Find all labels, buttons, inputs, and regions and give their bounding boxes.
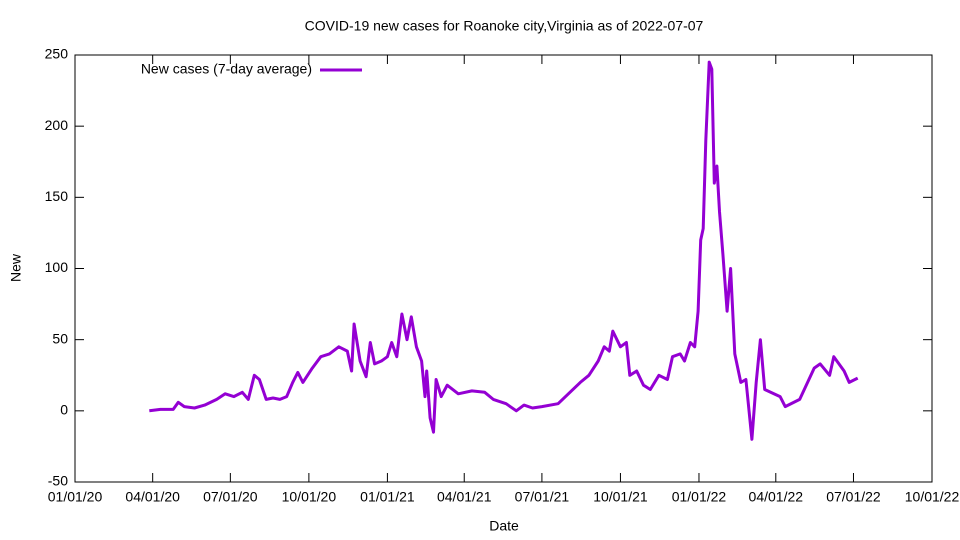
y-tick-label: 200 (45, 117, 69, 133)
x-tick-label: 07/01/20 (203, 489, 258, 505)
x-tick-label: 10/01/20 (282, 489, 337, 505)
x-tick-label: 10/01/22 (905, 489, 960, 505)
x-tick-label: 07/01/21 (515, 489, 570, 505)
x-tick-label: 07/01/22 (826, 489, 881, 505)
y-tick-label: -50 (48, 473, 68, 489)
x-tick-label: 04/01/20 (125, 489, 180, 505)
y-tick-label: 250 (45, 46, 69, 62)
x-tick-label: 10/01/21 (593, 489, 648, 505)
plot-frame (74, 54, 933, 483)
y-tick-label: 0 (60, 402, 68, 418)
x-axis-label: Date (489, 518, 519, 534)
data-line (149, 60, 859, 441)
x-tick-label: 04/01/21 (437, 489, 492, 505)
y-tick-label: 100 (45, 259, 69, 275)
chart-title: COVID-19 new cases for Roanoke city,Virg… (305, 18, 704, 34)
x-tick-label: 04/01/22 (749, 489, 804, 505)
y-tick-label: 150 (45, 188, 69, 204)
x-tick-label: 01/01/22 (672, 489, 727, 505)
x-tick-label: 01/01/21 (360, 489, 415, 505)
legend-label: New cases (7-day average) (141, 61, 312, 77)
y-tick-label: 50 (52, 330, 68, 346)
y-axis-label: New (8, 253, 24, 282)
x-tick-label: 01/01/20 (48, 489, 103, 505)
